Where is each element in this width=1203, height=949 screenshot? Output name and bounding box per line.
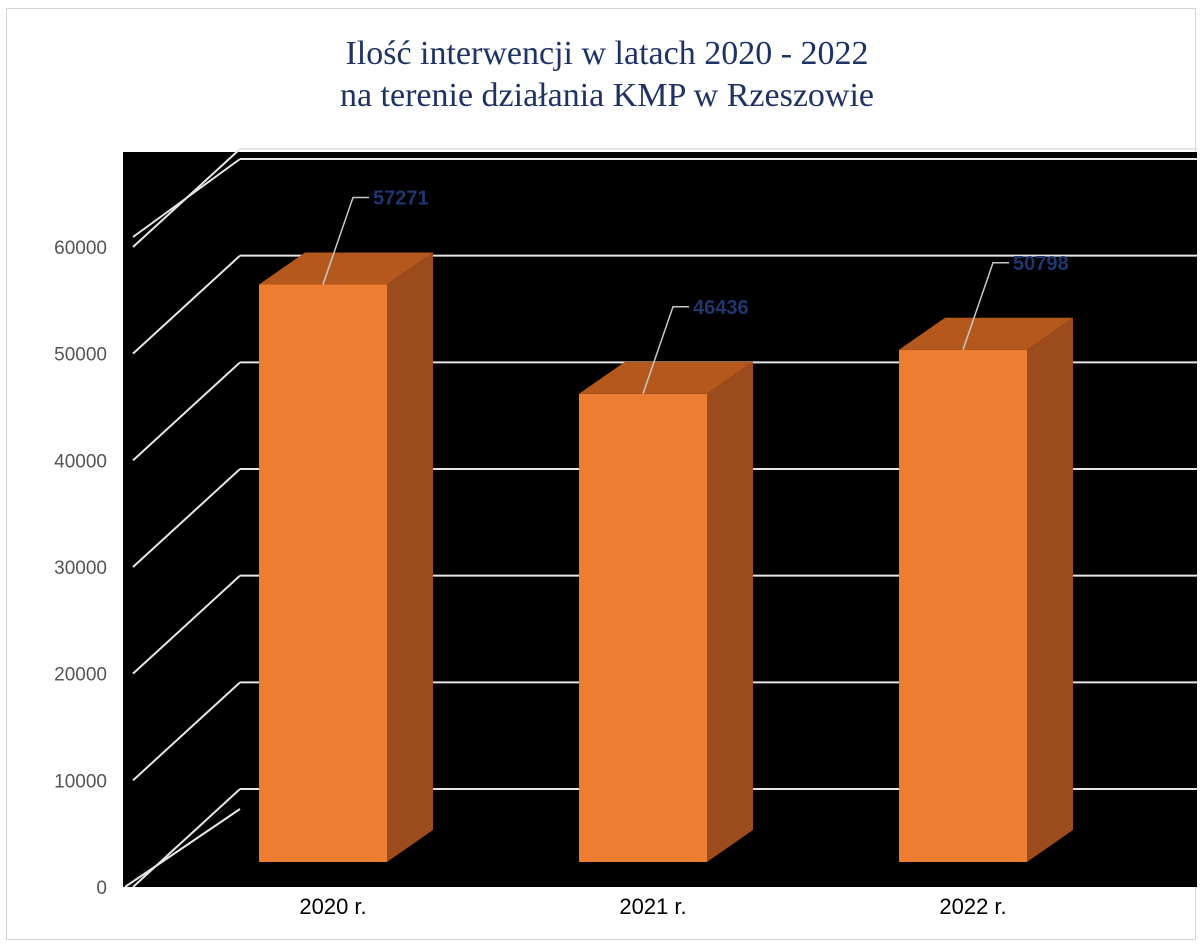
gridline-diagonal <box>132 361 241 462</box>
axis-line <box>124 808 241 888</box>
bar-top-face <box>899 317 1073 350</box>
data-label: 46436 <box>693 297 749 319</box>
data-label: 50798 <box>1013 253 1069 275</box>
bar-series <box>259 252 1073 863</box>
chart-title-line-1: Ilość interwencji w latach 2020 - 2022 <box>345 35 868 72</box>
y-tick-label: 10000 <box>54 771 107 792</box>
bar <box>899 317 1073 862</box>
data-labels: 57271 46436 50798 <box>322 188 1069 395</box>
x-category-label: 2021 r. <box>619 894 686 919</box>
chart-frame: Ilość interwencji w latach 2020 - 2022 n… <box>6 8 1197 940</box>
gridline-diagonal <box>132 254 241 355</box>
gridline-diagonal <box>132 574 241 675</box>
bar-front-face <box>259 284 387 862</box>
leader-line <box>962 262 1009 351</box>
x-category-label: 2022 r. <box>939 894 1006 919</box>
bar <box>579 361 753 862</box>
bar-top-face <box>259 252 433 285</box>
gridline-diagonal <box>132 468 241 568</box>
column-chart: Ilość interwencji w latach 2020 - 2022 n… <box>54 35 1197 919</box>
bar-side-face <box>707 361 753 862</box>
x-axis-category-labels: 2020 r. 2021 r. 2022 r. <box>299 894 1006 919</box>
y-tick-label: 60000 <box>54 238 107 259</box>
bar-side-face <box>387 252 433 863</box>
gridline-diagonal <box>132 681 241 782</box>
data-label: 57271 <box>373 188 429 210</box>
x-category-label: 2020 r. <box>299 894 366 919</box>
side-wall <box>123 152 240 887</box>
y-axis-tick-labels: 0 10000 20000 30000 40000 50000 60000 <box>54 238 107 899</box>
gridline-diagonal <box>132 158 241 238</box>
y-tick-label: 40000 <box>54 451 107 472</box>
y-tick-label: 50000 <box>54 345 107 366</box>
chart-title-line-2: na terenie działania KMP w Rzeszowie <box>340 77 874 114</box>
bar <box>259 252 433 863</box>
y-tick-label: 0 <box>96 878 107 899</box>
bar-front-face <box>899 349 1027 862</box>
bar-side-face <box>1027 317 1073 862</box>
bar-top-face <box>579 361 753 394</box>
y-tick-label: 20000 <box>54 665 107 686</box>
leader-line <box>322 196 369 285</box>
y-tick-label: 30000 <box>54 558 107 579</box>
leader-line <box>642 306 689 395</box>
bar-front-face <box>579 393 707 862</box>
